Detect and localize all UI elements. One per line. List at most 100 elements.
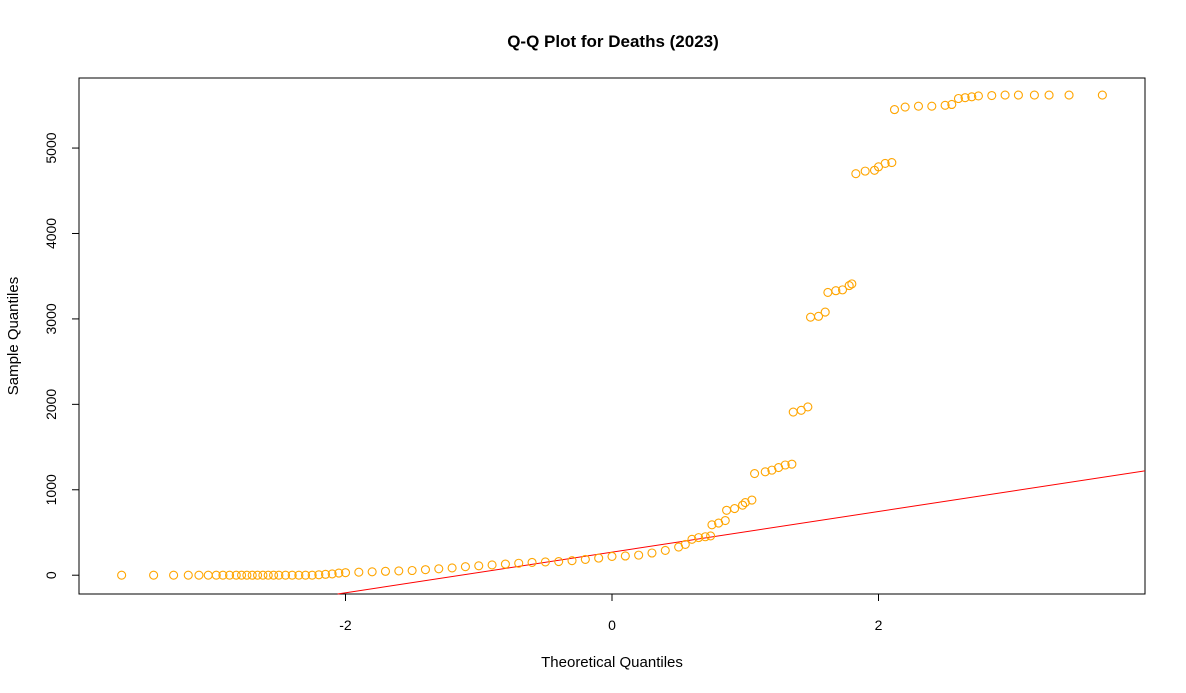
y-tick-label: 3000 [43,303,59,334]
data-points [117,90,1107,580]
y-axis-label: Sample Quantiles [5,277,22,395]
data-point [287,570,297,580]
data-point [183,570,193,580]
data-point [334,568,344,578]
data-point [851,169,861,179]
data-point [314,570,324,580]
data-point [394,566,404,576]
data-point [1044,90,1054,100]
data-point [707,520,717,530]
data-point [294,570,304,580]
data-point [987,90,997,101]
x-tick-label: 2 [875,617,883,633]
data-point [327,569,337,579]
data-point [554,556,564,567]
data-point [514,558,524,568]
data-point [487,560,497,570]
data-point [340,568,351,578]
data-point [831,286,841,296]
y-tick-label: 2000 [43,389,59,420]
data-point [380,566,391,576]
data-point [813,311,824,321]
data-point [320,569,331,579]
data-point [847,279,857,289]
data-point [225,570,235,580]
data-point [280,570,291,580]
data-point [747,495,757,505]
data-point [960,93,970,103]
data-point [927,101,937,111]
data-point [274,570,284,580]
data-point [706,531,716,541]
x-axis-label: Theoretical Quantiles [541,654,683,671]
data-point [354,567,364,577]
data-point [263,570,273,580]
data-point [607,551,617,561]
y-tick-label: 1000 [43,474,59,505]
data-point [231,570,241,580]
data-point [760,467,770,477]
data-point [680,539,690,550]
data-point [880,158,890,168]
data-point [540,557,550,567]
data-point [117,570,127,580]
data-point [780,460,790,470]
data-point [300,570,311,580]
data-point [447,563,457,573]
data-point [940,100,950,110]
data-point [787,459,797,469]
data-point [805,312,816,322]
chart-title: Q-Q Plot for Deaths (2023) [507,32,719,51]
data-point [247,570,257,580]
data-point [1000,90,1010,100]
data-point [722,505,732,515]
data-point [947,99,957,110]
data-point [594,553,604,563]
data-point [738,500,748,510]
data-point [837,285,848,295]
data-point [474,561,484,571]
data-point [973,91,983,101]
data-point [687,534,697,544]
data-point [211,570,221,580]
data-point [258,570,268,580]
data-point [887,158,897,168]
data-point [367,567,377,577]
y-axis: 0 1000 2000 3000 4000 5000 [43,132,79,579]
data-point [730,504,740,514]
data-point [407,565,417,576]
data-point [913,101,924,111]
data-point [823,287,833,297]
data-point [844,281,854,291]
data-point [203,570,213,580]
data-point [953,93,964,104]
data-point [237,570,247,580]
data-point [1013,90,1023,100]
data-point [149,570,159,580]
data-point [788,407,798,417]
data-point [700,532,710,542]
data-point [720,515,730,526]
data-point [218,570,228,580]
reference-line [337,470,1146,595]
y-tick-label: 0 [43,571,59,579]
data-point [434,564,444,574]
data-point [527,557,537,567]
data-point [694,533,704,543]
data-point [820,307,830,317]
data-point [242,570,252,580]
x-tick-label: -2 [339,617,352,633]
data-point [268,570,279,580]
plot-frame [78,77,1146,595]
data-point [620,551,630,561]
y-tick-label: 5000 [43,132,59,163]
data-point [860,166,870,176]
y-tick-label: 4000 [43,218,59,249]
data-point [1029,90,1039,100]
data-point [420,565,431,575]
x-axis: -2 0 2 [339,594,883,633]
data-point [1097,90,1107,100]
data-point [500,559,510,569]
data-point [194,570,204,580]
